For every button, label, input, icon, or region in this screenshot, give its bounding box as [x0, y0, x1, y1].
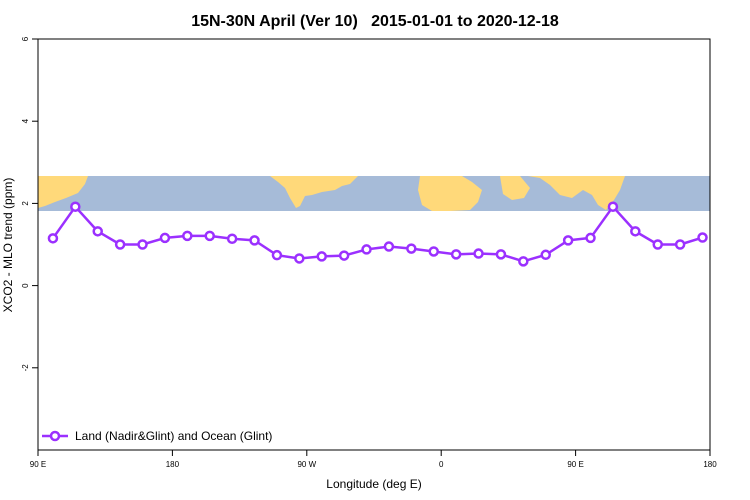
x-tick-label: 90 W: [297, 460, 316, 469]
x-tick-label: 90 E: [567, 460, 583, 469]
data-point: [316, 251, 327, 262]
data-point: [652, 239, 663, 250]
data-point: [562, 235, 574, 246]
data-point: [182, 230, 193, 242]
y-tick-label: 4: [21, 118, 30, 123]
map-land-asia-east: [528, 176, 625, 210]
data-point: [137, 239, 148, 250]
data-point: [450, 249, 462, 260]
data-point: [540, 249, 551, 261]
x-tick-label: 0: [439, 460, 444, 469]
y-axis-title: XCO2 - MLO trend (ppm): [1, 178, 15, 313]
data-point: [383, 241, 395, 252]
y-tick-label: 2: [21, 201, 30, 206]
x-tick-label: 90 E: [30, 460, 46, 469]
map-land-north-america: [270, 176, 358, 208]
legend: Land (Nadir&Glint) and Ocean (Glint): [42, 429, 272, 443]
data-point: [495, 249, 507, 260]
data-point: [585, 232, 596, 244]
data-point: [226, 233, 238, 244]
data-point: [294, 253, 305, 264]
data-point: [271, 249, 283, 261]
data-point: [428, 246, 439, 257]
chart-title: 15N-30N April (Ver 10) 2015-01-01 to 202…: [191, 13, 559, 30]
data-point: [518, 256, 529, 267]
legend-label: Land (Nadir&Glint) and Ocean (Glint): [75, 429, 272, 443]
data-point: [249, 235, 260, 246]
data-point: [361, 244, 372, 255]
data-point: [607, 201, 619, 212]
data-point: [674, 239, 686, 250]
x-tick-label: 180: [166, 460, 180, 469]
plot-frame: [37, 38, 711, 451]
data-point: [406, 243, 417, 254]
data-point: [47, 233, 59, 244]
data-point: [70, 201, 81, 212]
data-point: [630, 226, 641, 237]
legend-marker: [49, 430, 61, 442]
x-axis: 90 E 180 90 W 0 90 E 180: [30, 450, 717, 469]
map-land-arabia: [500, 176, 530, 200]
map-land-africa: [418, 176, 482, 211]
y-tick-label: -2: [21, 364, 30, 372]
data-point: [204, 230, 215, 242]
y-tick-label: 6: [21, 36, 30, 41]
x-tick-label: 180: [703, 460, 717, 469]
data-point: [338, 250, 350, 261]
map-land-asia-west: [38, 176, 88, 208]
x-axis-title: Longitude (deg E): [326, 477, 421, 491]
data-point: [159, 232, 171, 244]
data-point: [92, 226, 103, 237]
data-point: [114, 239, 126, 250]
world-map-strip: [38, 176, 710, 211]
series-layer: [47, 201, 708, 267]
series-line: [51, 205, 703, 263]
data-point: [473, 248, 484, 259]
y-tick-label: 0: [21, 283, 30, 288]
y-axis: 6 4 2 0 -2: [21, 36, 38, 371]
data-point: [697, 232, 708, 243]
